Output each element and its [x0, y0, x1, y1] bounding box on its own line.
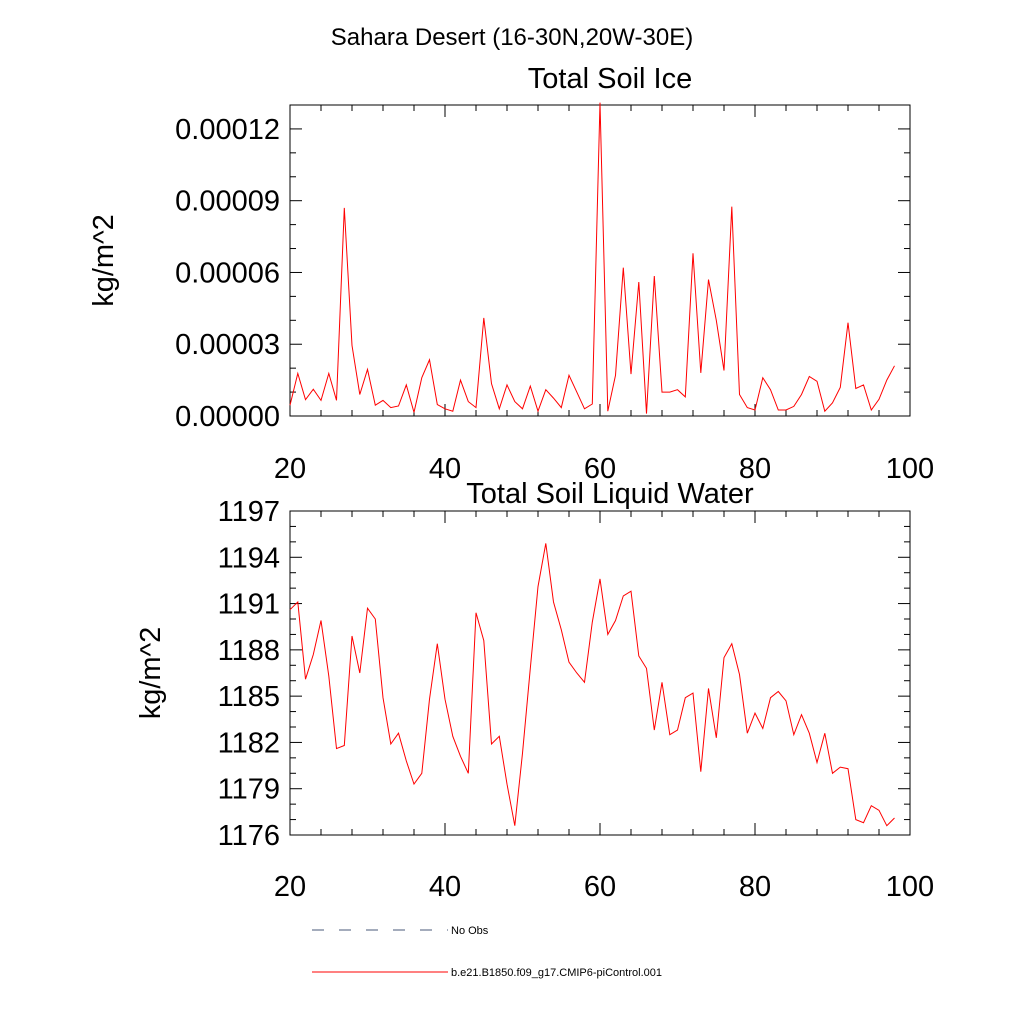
- legend-label-no-obs: No Obs: [451, 925, 489, 937]
- y-tick-label: 1197: [218, 496, 280, 528]
- series-line: [289, 543, 895, 827]
- y-tick-label: 1191: [218, 589, 280, 621]
- x-tick-label: 100: [886, 871, 934, 903]
- plot-frame: [289, 104, 911, 417]
- y-tick-label: 0.00003: [175, 329, 280, 361]
- y-tick-label: 1176: [218, 820, 280, 852]
- y-tick-label: 0.00009: [175, 186, 280, 218]
- y-axis-label: kg/m^2: [88, 214, 120, 307]
- series-line: [289, 102, 895, 414]
- legend: No Obs b.e21.B1850.f09_g17.CMIP6-piContr…: [312, 925, 662, 979]
- y-tick-label: 0.00006: [175, 257, 280, 289]
- x-tick-label: 20: [274, 871, 306, 903]
- y-tick-label: 1179: [218, 774, 280, 806]
- x-tick-label: 40: [429, 453, 461, 485]
- panel-title: Total Soil Ice: [528, 63, 692, 95]
- soil-ice-panel: Total Soil Ice kg/m^2 20 40 60 80 100 0.00000 0.…: [88, 63, 934, 485]
- plot-frame: [289, 510, 911, 836]
- x-tick-label: 60: [584, 453, 616, 485]
- y-tick-label: 0.00012: [175, 114, 280, 146]
- y-axis-label: kg/m^2: [135, 627, 167, 720]
- y-tick-label: 1185: [218, 681, 280, 713]
- y-tick-label: 1182: [218, 727, 280, 759]
- y-tick-label: 1188: [218, 635, 280, 667]
- x-tick-label: 20: [274, 453, 306, 485]
- x-tick-label: 60: [584, 871, 616, 903]
- y-tick-label: 1194: [218, 542, 280, 574]
- x-tick-label: 80: [739, 871, 771, 903]
- x-tick-label: 80: [739, 453, 771, 485]
- legend-label-run: b.e21.B1850.f09_g17.CMIP6-piControl.001: [451, 967, 662, 979]
- y-tick-label: 0.00000: [175, 401, 280, 433]
- x-tick-label: 100: [886, 453, 934, 485]
- x-tick-label: 40: [429, 871, 461, 903]
- panel-title: Total Soil Liquid Water: [466, 478, 754, 510]
- soil-liquid-water-panel: Total Soil Liquid Water kg/m^2 20 40 60 80 100…: [135, 478, 934, 903]
- figure-title: Sahara Desert (16-30N,20W-30E): [331, 24, 693, 51]
